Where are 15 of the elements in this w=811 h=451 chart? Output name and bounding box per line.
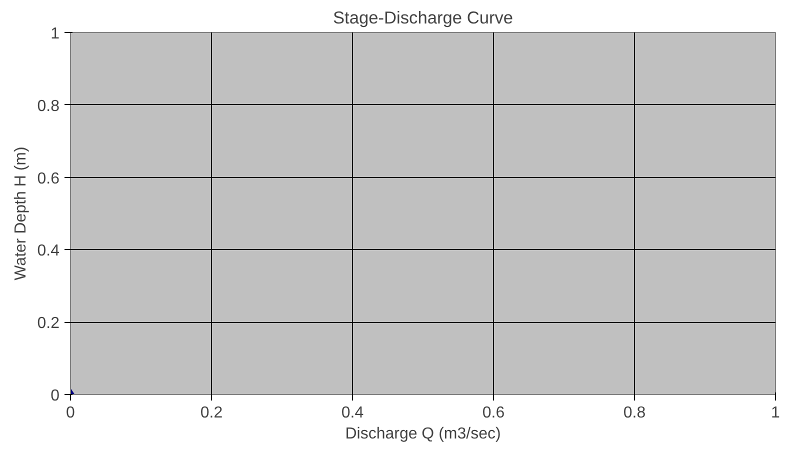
y-tick-label: 1 [50,26,60,42]
x-tick-label: 0.8 [623,404,646,422]
x-tick-label: 0 [66,404,76,422]
chart-title: Stage-Discharge Curve [332,8,514,28]
y-tick-label: 0.6 [37,170,60,188]
y-tick-label: 0.8 [37,98,60,115]
y-axis-title: Water Depth H (m) [12,146,30,280]
x-tick-label: 0.2 [200,404,223,422]
x-tick-label: 1 [771,404,780,422]
y-tick-label: 0 [50,388,60,404]
x-axis-title: Discharge Q (m3/sec) [345,426,501,442]
y-tick-label: 0.4 [37,242,60,260]
y-tick-label: 0.2 [37,315,60,332]
x-tick-label: 0.4 [341,404,364,422]
x-tick-label: 0.6 [482,404,505,422]
